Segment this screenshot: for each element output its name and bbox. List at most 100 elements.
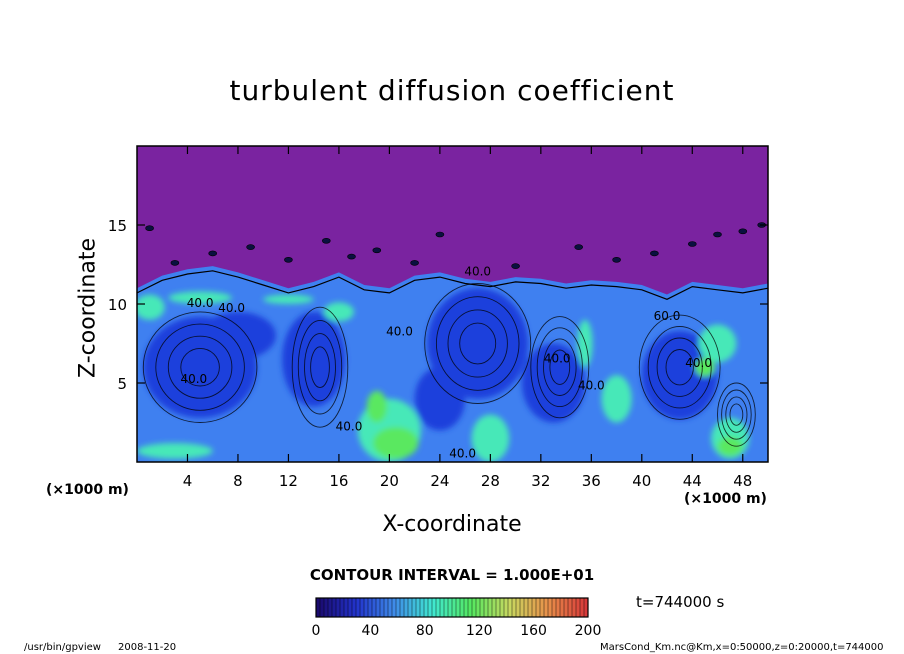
- colorbar-stripe: [348, 598, 353, 617]
- colorbar-stripe: [336, 598, 341, 617]
- colorbar-stripe: [316, 598, 321, 617]
- colorbar-stripe: [492, 598, 497, 617]
- colorbar-stripe: [456, 598, 461, 617]
- colorbar-tick-label: 120: [466, 623, 493, 639]
- mixed-layer-structure: [137, 288, 749, 462]
- colorbar-stripe: [372, 598, 377, 617]
- colorbar-stripe: [548, 598, 553, 617]
- colorbar-stripe: [340, 598, 345, 617]
- x-tick-label: 48: [733, 472, 752, 490]
- x-tick-label: 12: [279, 472, 298, 490]
- contour-label: 40.0: [386, 325, 413, 339]
- data-source: MarsCond_Km.nc@Km,x=0:50000,z=0:20000,t=…: [600, 642, 884, 653]
- colorbar-stripe: [412, 598, 417, 617]
- colorbar-stripe: [448, 598, 453, 617]
- colorbar-stripe: [540, 598, 545, 617]
- colorbar-stripe: [468, 598, 473, 617]
- colorbar-stripe: [536, 598, 541, 617]
- colorbar-stripe: [332, 598, 337, 617]
- colorbar-tick-label: 200: [575, 623, 602, 639]
- plot-date: 2008-11-20: [118, 642, 177, 653]
- contour-lines: [137, 222, 768, 447]
- colorbar-stripe: [528, 598, 533, 617]
- x-axis-unit-left: (×1000 m): [46, 482, 129, 498]
- chart-title: turbulent diffusion coefficient: [229, 74, 675, 107]
- colorbar-stripe: [436, 598, 441, 617]
- x-tick-label: 16: [329, 472, 348, 490]
- y-tick-label: 5: [117, 375, 127, 393]
- colorbar-stripe: [368, 598, 373, 617]
- colorbar: 0 40 80 120 160 200: [312, 597, 602, 639]
- colorbar-stripe: [360, 598, 365, 617]
- colorbar-stripe: [324, 598, 329, 617]
- colorbar-stripe: [584, 598, 589, 617]
- x-axis-ticks: 4 8 12 16 20 24 28 32 36 40 44 48: [183, 146, 752, 490]
- x-tick-label: 4: [183, 472, 193, 490]
- contour-label: 40.0: [544, 352, 571, 366]
- contour-label: 40.0: [578, 378, 605, 392]
- contour-label: 40.0: [180, 372, 207, 386]
- colorbar-stripe: [440, 598, 445, 617]
- colorbar-stripe: [416, 598, 421, 617]
- colorbar-stripe: [488, 598, 493, 617]
- colorbar-stripe: [544, 598, 549, 617]
- colorbar-stripe: [328, 598, 333, 617]
- colorbar-stripe: [344, 598, 349, 617]
- program-path: /usr/bin/gpview: [24, 642, 101, 653]
- colorbar-stripe: [400, 598, 405, 617]
- colorbar-stripe: [484, 598, 489, 617]
- colorbar-stripe: [500, 598, 505, 617]
- colorbar-stripe: [380, 598, 385, 617]
- colorbar-stripe: [568, 598, 573, 617]
- colorbar-stripe: [524, 598, 529, 617]
- time-label: t=744000 s: [636, 593, 725, 611]
- colorbar-stripe: [572, 598, 577, 617]
- colorbar-stripe: [532, 598, 537, 617]
- colorbar-stripe: [504, 598, 509, 617]
- colorbar-stripe: [356, 598, 361, 617]
- contour-label: 40.0: [685, 356, 712, 370]
- contour-labels: 40.0 40.0 40.0 40.0 40.0 40.0 40.0 60.0 40.0 40.0…: [180, 265, 712, 461]
- colorbar-tick-label: 0: [312, 623, 321, 639]
- colorbar-stripe: [576, 598, 581, 617]
- colorbar-stripe: [428, 598, 433, 617]
- x-tick-label: 24: [430, 472, 449, 490]
- x-tick-label: 36: [582, 472, 601, 490]
- contour-label: 40.0: [464, 265, 491, 279]
- x-tick-label: 32: [531, 472, 550, 490]
- colorbar-stripe: [508, 598, 513, 617]
- colorbar-stripe: [452, 598, 457, 617]
- y-tick-label: 15: [108, 217, 127, 235]
- colorbar-stripe: [352, 598, 357, 617]
- y-tick-label: 10: [108, 296, 127, 314]
- colorbar-stripe: [516, 598, 521, 617]
- colorbar-stripe: [384, 598, 389, 617]
- colorbar-frame: [315, 597, 589, 618]
- y-axis-ticks: 5 10 15: [108, 217, 768, 393]
- colorbar-stripe: [444, 598, 449, 617]
- contour-label: 40.0: [336, 419, 363, 433]
- colorbar-stripe: [420, 598, 425, 617]
- colorbar-tick-label: 80: [416, 623, 434, 639]
- contour-interval-label: CONTOUR INTERVAL = 1.000E+01: [309, 566, 595, 584]
- colorbar-stripe: [320, 598, 325, 617]
- colorbar-stripe: [364, 598, 369, 617]
- colorbar-stripe: [464, 598, 469, 617]
- colorbar-stripe: [460, 598, 465, 617]
- heatmap-field: [137, 146, 768, 462]
- colorbar-stripe: [556, 598, 561, 617]
- colorbar-stripe: [552, 598, 557, 617]
- x-tick-label: 40: [632, 472, 651, 490]
- colorbar-stripe: [512, 598, 517, 617]
- colorbar-stripe: [472, 598, 477, 617]
- contour-label: 40.0: [218, 301, 245, 315]
- colorbar-stripe: [432, 598, 437, 617]
- colorbar-stripe: [424, 598, 429, 617]
- colorbar-stripe: [404, 598, 409, 617]
- colorbar-stripe: [388, 598, 393, 617]
- contour-label: 40.0: [187, 296, 214, 310]
- x-tick-label: 44: [683, 472, 702, 490]
- colorbar-stripe: [560, 598, 565, 617]
- x-tick-label: 8: [233, 472, 243, 490]
- x-axis-label: X-coordinate: [382, 512, 522, 537]
